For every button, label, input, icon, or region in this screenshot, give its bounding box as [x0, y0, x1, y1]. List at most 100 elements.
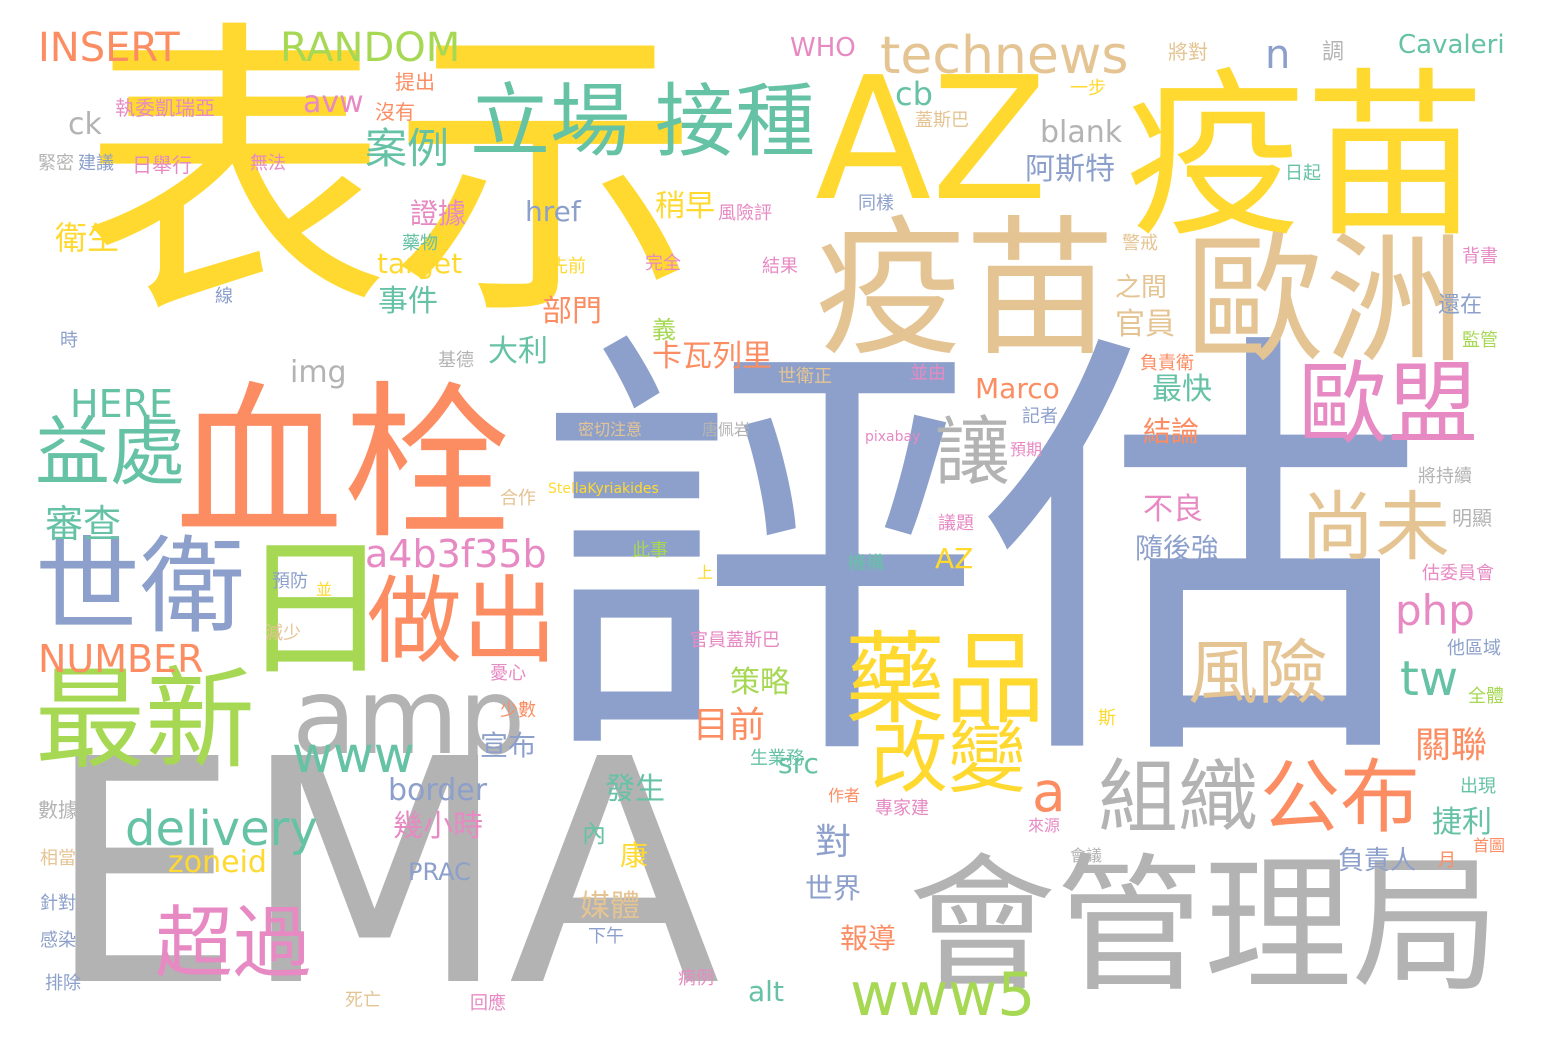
word: 數據	[38, 798, 78, 822]
word: 證據	[410, 197, 467, 230]
word: 事件	[378, 284, 438, 319]
word: 負責衛	[1140, 353, 1194, 374]
word: href	[525, 195, 581, 228]
word: 蓋斯巴	[915, 110, 969, 131]
word: 結論	[1143, 415, 1200, 448]
word: a4b3f35b	[365, 532, 547, 576]
word: 先前	[550, 256, 586, 277]
word: 記者	[1022, 406, 1058, 427]
word: RANDOM	[280, 25, 461, 71]
word: 完全	[645, 253, 681, 274]
word: 將持續	[1418, 466, 1472, 487]
word: n	[1265, 32, 1291, 78]
word: 超過	[155, 899, 312, 989]
word: 不過	[738, 566, 774, 587]
word: 隨後強	[1135, 532, 1220, 565]
word: 審查	[45, 502, 122, 546]
word: 歐盟	[1298, 352, 1478, 457]
word: AZ	[935, 542, 974, 575]
word: 背書	[1462, 246, 1498, 267]
word: 衛生	[55, 219, 120, 257]
word: 內	[582, 820, 606, 848]
word: 出現	[1460, 776, 1496, 797]
word: www	[292, 726, 415, 784]
word: blank	[1040, 115, 1123, 150]
word: 阿斯特	[1025, 152, 1115, 187]
word: 最快	[1152, 372, 1212, 407]
word: 憂心	[490, 663, 526, 684]
word: 組織	[1098, 751, 1258, 844]
word: 媒體	[580, 889, 640, 924]
word: 監管	[1462, 330, 1498, 351]
word: 預期	[1010, 440, 1043, 459]
word: 歐洲	[1185, 220, 1466, 383]
word: 明顯	[1452, 506, 1492, 530]
word: 最新	[35, 656, 255, 784]
word: delivery	[125, 801, 318, 857]
word: 關聯	[1415, 725, 1488, 766]
word: 一步	[1070, 78, 1106, 99]
word: www5	[850, 960, 1036, 1030]
word: 他區域	[1447, 638, 1501, 659]
word: 案例	[365, 124, 450, 173]
word: 目前	[693, 705, 766, 746]
word: 排除	[45, 973, 81, 994]
word: php	[1395, 586, 1475, 635]
word: 報導	[840, 922, 897, 955]
word: NUMBER	[38, 637, 204, 681]
word: 並由	[910, 363, 946, 384]
word: 會議	[1070, 846, 1103, 865]
word: 並	[316, 580, 333, 599]
word: 捷利	[1432, 805, 1492, 840]
word: 會管理局	[908, 840, 1500, 1012]
word: 月	[1438, 850, 1456, 871]
word: 沒有	[375, 100, 415, 124]
word: 調	[1322, 40, 1345, 65]
word: 義	[652, 316, 676, 344]
word: img	[290, 355, 347, 390]
word: 日	[240, 523, 391, 697]
word: 病例	[678, 968, 714, 989]
word: 基德	[438, 350, 474, 371]
word: 世衛正	[778, 366, 832, 387]
word: ck	[68, 107, 102, 142]
word: avw	[303, 85, 364, 120]
word: 發生	[605, 772, 665, 807]
word: 改變	[870, 714, 1027, 804]
word: 稍早	[655, 189, 715, 224]
word: 全體	[1468, 686, 1504, 707]
word: 首圖	[1473, 836, 1506, 855]
word: 官員	[1115, 307, 1175, 342]
word: 負責人	[1338, 846, 1417, 876]
word: target	[377, 247, 463, 280]
word: 卡瓦列里	[652, 339, 772, 374]
word: EMA	[45, 694, 721, 1052]
word: 藥品	[845, 621, 1045, 738]
word: 緊密	[38, 153, 74, 174]
word: src	[778, 747, 819, 780]
word: 專家建	[875, 798, 929, 819]
word: 接種	[655, 75, 815, 168]
word: 官員蓋斯巴	[690, 630, 780, 651]
word: 宣布	[480, 729, 537, 762]
word: 將對	[1168, 40, 1208, 64]
word: pixabay	[865, 429, 921, 445]
word: 此事	[632, 540, 668, 561]
word: 日起	[1285, 163, 1321, 184]
word: 唐佩岩	[702, 420, 751, 439]
word: 血栓	[175, 366, 511, 562]
word: 之間	[1115, 273, 1168, 303]
word: 執委凱瑞亞	[115, 96, 215, 120]
word: 風險	[1188, 632, 1328, 714]
word: 同樣	[858, 193, 894, 214]
word: 估委員會	[1422, 563, 1494, 584]
word: 還在	[1438, 293, 1483, 318]
word: 針對	[40, 893, 76, 914]
word: 世衛	[35, 526, 246, 648]
word: 來源	[1028, 816, 1061, 835]
word: 議題	[938, 513, 974, 534]
word: 結果	[762, 256, 798, 277]
word: amp	[292, 656, 526, 778]
word: 益處	[35, 408, 186, 496]
